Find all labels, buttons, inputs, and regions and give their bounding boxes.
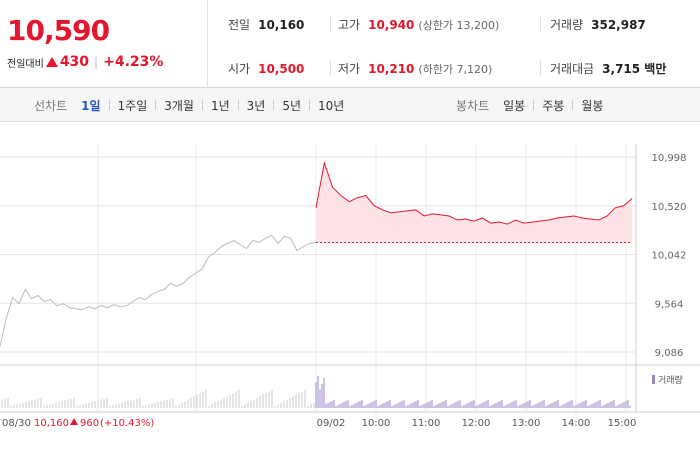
chart-tabs-bar: 선차트 1일 1주일 3개월 1년 3년 5년 10년 봉차트 일봉 주봉 월봉 [0, 88, 700, 122]
tab-divider [155, 100, 157, 110]
current-price: 10,590 [7, 14, 110, 47]
tab-line-period-1[interactable]: 1주일 [117, 98, 148, 113]
x-tick-label: 12:00 [462, 418, 491, 429]
stat-amount: 거래대금 3,715 백만 [550, 60, 666, 77]
tab-divider [533, 100, 535, 110]
line-chart-tabs: 선차트 1일 1주일 3개월 1년 3년 5년 10년 [34, 88, 344, 122]
tab-candle-period-0[interactable]: 일봉 [503, 98, 526, 113]
upper-limit: (상한가 13,200) [418, 19, 500, 32]
volume-label: 거래량 [550, 18, 584, 32]
stat-high: 고가 10,940 (상한가 13,200) [338, 16, 499, 33]
line-chart-label: 선차트 [34, 98, 68, 113]
change-row: 전일대비 430 | +4.23% [7, 54, 163, 70]
tab-line-period-6[interactable]: 10년 [318, 98, 345, 113]
stat-divider [330, 61, 331, 75]
open-label: 시가 [228, 62, 251, 76]
tab-line-period-4[interactable]: 3년 [246, 98, 266, 113]
y-tick-label: 10,998 [652, 153, 687, 164]
x-tick-label: 14:00 [562, 418, 591, 429]
candle-chart-tabs: 봉차트 일봉 주봉 월봉 [456, 88, 603, 122]
x-tick-label: 10:00 [362, 418, 391, 429]
today-price-line [315, 160, 633, 225]
y-tick-label: 9,564 [655, 299, 684, 310]
candle-chart-label: 봉차트 [456, 98, 490, 113]
tab-divider [572, 100, 574, 110]
change-label: 전일대비 [7, 58, 44, 70]
low-value: 10,210 [368, 62, 415, 76]
stat-divider [330, 17, 331, 31]
stat-volume: 거래량 352,987 [550, 16, 646, 33]
high-value: 10,940 [368, 18, 415, 32]
x-axis-labels: 09/02 10:00 11:00 12:00 13:00 14:00 15:00 08/30… [2, 418, 636, 429]
change-value: 430 [59, 54, 90, 70]
tab-line-period-2[interactable]: 3개월 [164, 98, 194, 113]
prev-close-label: 전일 [228, 18, 251, 32]
stat-divider [540, 17, 541, 31]
tab-line-period-5[interactable]: 5년 [282, 98, 302, 113]
price-chart: 10,998 10,520 10,042 9,564 9,086 거래량 09/02 10… [0, 144, 700, 429]
volume-legend-label: 거래량 [658, 374, 683, 386]
high-label: 고가 [338, 18, 361, 32]
price-fill [316, 162, 632, 243]
x-tick-label: 15:00 [608, 418, 637, 429]
prev-day-change: 960 [80, 418, 99, 429]
prev-day-change-pct: (+10.43%) [100, 418, 154, 429]
prev-close-value: 10,160 [258, 18, 305, 32]
stat-open: 시가 10,500 [228, 60, 304, 77]
volume-legend-swatch [652, 375, 655, 384]
stat-prev-close: 전일 10,160 [228, 16, 304, 33]
price-fill-area [316, 162, 632, 243]
price-lines [0, 160, 633, 347]
quote-header: 10,590 전일대비 430 | +4.23% 전일 10,160 고가 10… [0, 0, 700, 88]
tab-divider [309, 100, 311, 110]
lower-limit: (하한가 7,120) [418, 63, 493, 76]
stat-low: 저가 10,210 (하한가 7,120) [338, 60, 492, 77]
tab-candle-period-1[interactable]: 주봉 [542, 98, 565, 113]
open-value: 10,500 [258, 62, 305, 76]
prev-day-up-triangle-icon [70, 418, 78, 425]
tab-divider [108, 100, 110, 110]
change-percent: +4.23% [103, 54, 164, 70]
low-label: 저가 [338, 62, 361, 76]
amount-value: 3,715 백만 [602, 62, 667, 76]
tab-divider [237, 100, 239, 110]
volume-value: 352,987 [591, 18, 646, 32]
x-tick-label: 11:00 [412, 418, 441, 429]
y-tick-label: 10,520 [652, 202, 687, 213]
amount-label: 거래대금 [550, 62, 595, 76]
up-triangle-icon [45, 57, 58, 67]
volume-bars: 거래량 [1, 374, 683, 408]
tab-line-period-3[interactable]: 1년 [210, 98, 230, 113]
y-tick-label: 10,042 [652, 251, 687, 262]
tab-line-period-0[interactable]: 1일 [81, 98, 101, 113]
chart-grid [0, 144, 700, 413]
price-box: 10,590 전일대비 430 | +4.23% [0, 0, 208, 88]
prev-day-price-line [0, 234, 317, 347]
x-tick-label: 09/02 [317, 418, 346, 429]
tab-divider [273, 100, 275, 110]
change-divider: | [94, 55, 99, 69]
chart-area: 10,998 10,520 10,042 9,564 9,086 거래량 09/02 10… [0, 122, 700, 450]
y-axis-labels: 10,998 10,520 10,042 9,564 9,086 [652, 153, 687, 359]
tab-divider [201, 100, 203, 110]
prev-day-close: 10,160 [34, 418, 69, 429]
tab-candle-period-2[interactable]: 월봉 [581, 98, 604, 113]
prev-day-date: 08/30 [2, 418, 31, 429]
stat-divider [540, 61, 541, 75]
x-tick-label: 13:00 [512, 418, 541, 429]
y-tick-label: 9,086 [655, 348, 684, 359]
